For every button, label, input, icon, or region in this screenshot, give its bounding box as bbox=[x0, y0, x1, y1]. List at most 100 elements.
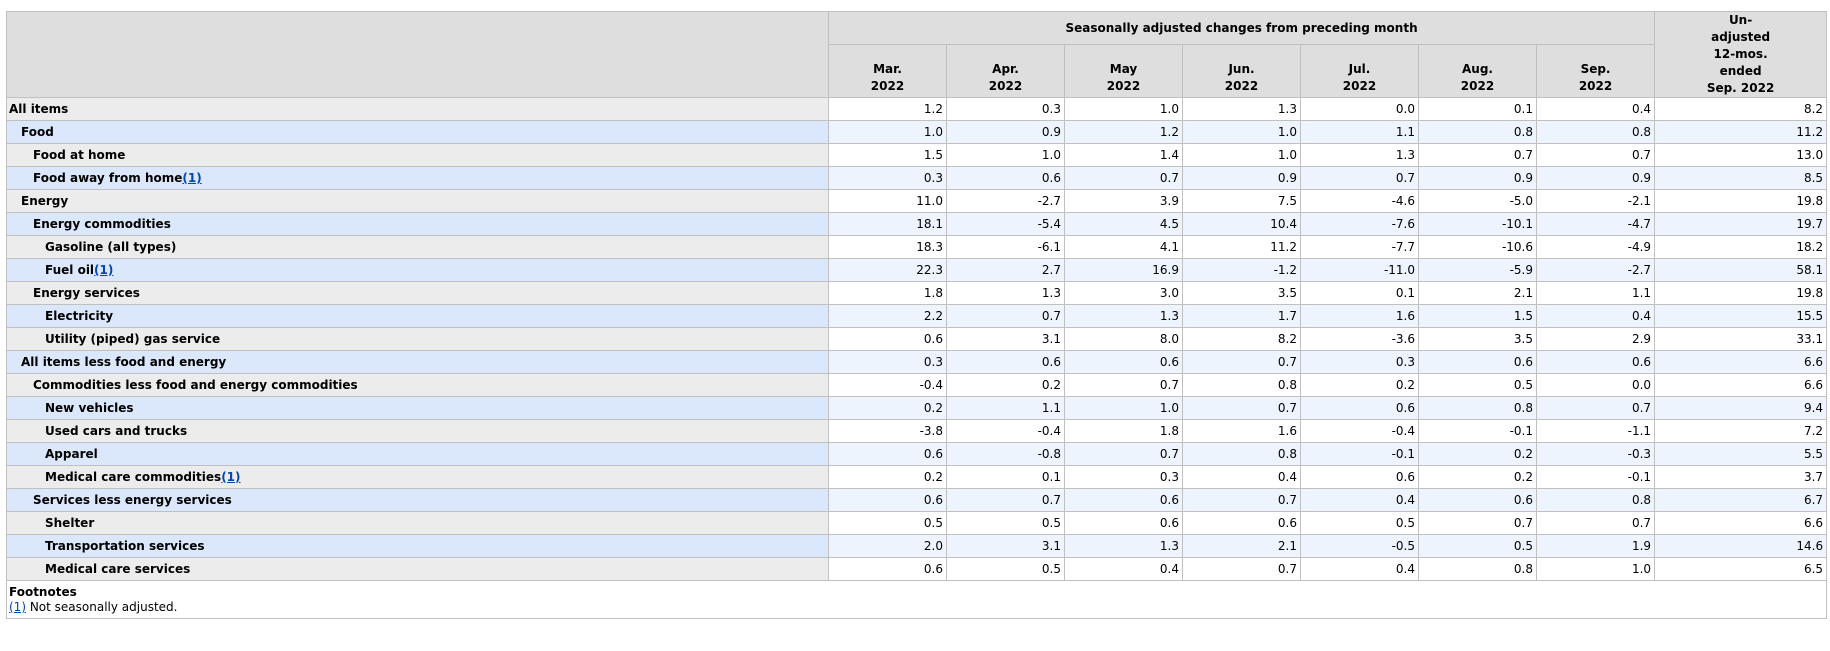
value-cell: -2.7 bbox=[946, 189, 1065, 213]
month-header: Jul. 2022 bbox=[1300, 44, 1419, 98]
value-cell: -2.7 bbox=[1535, 258, 1656, 282]
footnote-ref-link[interactable]: (1) bbox=[9, 600, 26, 614]
value-cell: -0.1 bbox=[1300, 442, 1419, 466]
unadjusted-header: Un- adjusted 12-mos. ended Sep. 2022 bbox=[1654, 11, 1828, 98]
value-cell: 0.0 bbox=[1300, 97, 1419, 121]
value-cell: 0.9 bbox=[946, 120, 1065, 144]
value-cell: 58.1 bbox=[1654, 258, 1828, 282]
value-cell: 0.7 bbox=[1300, 166, 1419, 190]
value-cell: -0.4 bbox=[946, 419, 1065, 443]
footnote-ref-link[interactable]: (1) bbox=[94, 263, 114, 277]
value-cell: 0.4 bbox=[1300, 488, 1419, 512]
value-cell: -4.7 bbox=[1535, 212, 1656, 236]
row-label-cell: Gasoline (all types) bbox=[6, 235, 829, 259]
row-label-cell: Energy services bbox=[6, 281, 829, 305]
value-cell: 0.7 bbox=[946, 304, 1065, 328]
value-cell: 0.6 bbox=[1535, 350, 1656, 374]
value-cell: 1.1 bbox=[1535, 281, 1656, 305]
value-cell: 1.8 bbox=[1064, 419, 1183, 443]
value-cell: 0.8 bbox=[1182, 373, 1301, 397]
value-cell: 0.9 bbox=[1182, 166, 1301, 190]
row-label-cell: Food bbox=[6, 120, 829, 144]
table-row: All items 1.2 0.3 1.0 1.3 0.0 0.1 0.4 8.2 bbox=[6, 97, 1828, 121]
value-cell: 0.8 bbox=[1418, 120, 1537, 144]
value-cell: 6.6 bbox=[1654, 350, 1828, 374]
footnotes: Footnotes (1) Not seasonally adjusted. bbox=[5, 580, 1828, 619]
row-label-cell: Medical care services bbox=[6, 557, 829, 581]
value-cell: 19.7 bbox=[1654, 212, 1828, 236]
footnote-ref-link[interactable]: (1) bbox=[221, 470, 241, 484]
value-cell: 1.0 bbox=[946, 143, 1065, 167]
value-cell: 1.3 bbox=[946, 281, 1065, 305]
value-cell: 0.7 bbox=[1535, 143, 1656, 167]
value-cell: 1.5 bbox=[828, 143, 947, 167]
value-cell: 0.7 bbox=[1182, 488, 1301, 512]
value-cell: -0.1 bbox=[1535, 465, 1656, 489]
footnotes-cell: Footnotes (1) Not seasonally adjusted. bbox=[5, 580, 1828, 619]
table-row: Medical care commodities(1) 0.2 0.1 0.3 0.4 0… bbox=[6, 465, 1828, 489]
table-row: Fuel oil(1) 22.3 2.7 16.9 -1.2 -11.0 -5.9 -2.7 5… bbox=[6, 258, 1828, 282]
value-cell: 11.0 bbox=[828, 189, 947, 213]
value-cell: 0.5 bbox=[1418, 373, 1537, 397]
row-label: Commodities less food and energy commodi… bbox=[33, 378, 358, 392]
value-cell: 0.5 bbox=[1418, 534, 1537, 558]
row-label: Shelter bbox=[45, 516, 95, 530]
value-cell: 0.8 bbox=[1535, 488, 1656, 512]
value-cell: 1.7 bbox=[1182, 304, 1301, 328]
value-cell: 2.1 bbox=[1418, 281, 1537, 305]
value-cell: 0.6 bbox=[1064, 511, 1183, 535]
row-label-cell: Fuel oil(1) bbox=[6, 258, 829, 282]
value-cell: 0.7 bbox=[1535, 396, 1656, 420]
value-cell: 18.2 bbox=[1654, 235, 1828, 259]
value-cell: 19.8 bbox=[1654, 189, 1828, 213]
value-cell: 0.6 bbox=[1182, 511, 1301, 535]
row-label: Transportation services bbox=[45, 539, 205, 553]
row-label: Utility (piped) gas service bbox=[45, 332, 221, 346]
value-cell: 0.6 bbox=[828, 488, 947, 512]
table-row: Apparel 0.6 -0.8 0.7 0.8 -0.1 0.2 -0.3 5.5 bbox=[6, 442, 1828, 466]
value-cell: 1.6 bbox=[1300, 304, 1419, 328]
value-cell: 0.6 bbox=[946, 350, 1065, 374]
row-label: Services less energy services bbox=[33, 493, 232, 507]
month-header: Aug. 2022 bbox=[1418, 44, 1537, 98]
year-label: 2022 bbox=[1460, 79, 1495, 93]
value-cell: -4.9 bbox=[1535, 235, 1656, 259]
value-cell: 0.1 bbox=[1300, 281, 1419, 305]
value-cell: 0.6 bbox=[828, 557, 947, 581]
value-cell: 3.1 bbox=[946, 327, 1065, 351]
value-cell: 19.8 bbox=[1654, 281, 1828, 305]
year-label: 2022 bbox=[870, 79, 905, 93]
table-row: Food at home 1.5 1.0 1.4 1.0 1.3 0.7 0.7 13.0 bbox=[6, 143, 1828, 167]
value-cell: 0.3 bbox=[946, 97, 1065, 121]
value-cell: 0.2 bbox=[1418, 442, 1537, 466]
year-label: 2022 bbox=[1342, 79, 1377, 93]
month-label: Mar. bbox=[873, 62, 902, 76]
row-label-cell: Commodities less food and energy commodi… bbox=[6, 373, 829, 397]
value-cell: 0.2 bbox=[1300, 373, 1419, 397]
row-label-cell: Food at home bbox=[6, 143, 829, 167]
value-cell: 1.0 bbox=[828, 120, 947, 144]
value-cell: 4.1 bbox=[1064, 235, 1183, 259]
value-cell: 0.5 bbox=[946, 557, 1065, 581]
value-cell: 0.8 bbox=[1418, 396, 1537, 420]
table-row: Energy 11.0 -2.7 3.9 7.5 -4.6 -5.0 -2.1 19.8 bbox=[6, 189, 1828, 213]
value-cell: 0.7 bbox=[946, 488, 1065, 512]
row-label: Used cars and trucks bbox=[45, 424, 188, 438]
table-row: Electricity 2.2 0.7 1.3 1.7 1.6 1.5 0.4 15.5 bbox=[6, 304, 1828, 328]
row-label-cell: Electricity bbox=[6, 304, 829, 328]
row-label: New vehicles bbox=[45, 401, 134, 415]
value-cell: -0.4 bbox=[828, 373, 947, 397]
value-cell: 0.6 bbox=[946, 166, 1065, 190]
value-cell: -3.8 bbox=[828, 419, 947, 443]
unadjusted-line: Un- bbox=[1728, 13, 1753, 27]
value-cell: -1.1 bbox=[1535, 419, 1656, 443]
value-cell: 2.0 bbox=[828, 534, 947, 558]
value-cell: -5.9 bbox=[1418, 258, 1537, 282]
value-cell: 11.2 bbox=[1182, 235, 1301, 259]
footnote-ref-link[interactable]: (1) bbox=[182, 171, 202, 185]
footnotes-title: Footnotes bbox=[9, 585, 77, 599]
value-cell: 0.7 bbox=[1182, 350, 1301, 374]
value-cell: -0.8 bbox=[946, 442, 1065, 466]
value-cell: 1.0 bbox=[1535, 557, 1656, 581]
table-body: All items 1.2 0.3 1.0 1.3 0.0 0.1 0.4 8.2 Food 1.0… bbox=[6, 97, 1828, 581]
